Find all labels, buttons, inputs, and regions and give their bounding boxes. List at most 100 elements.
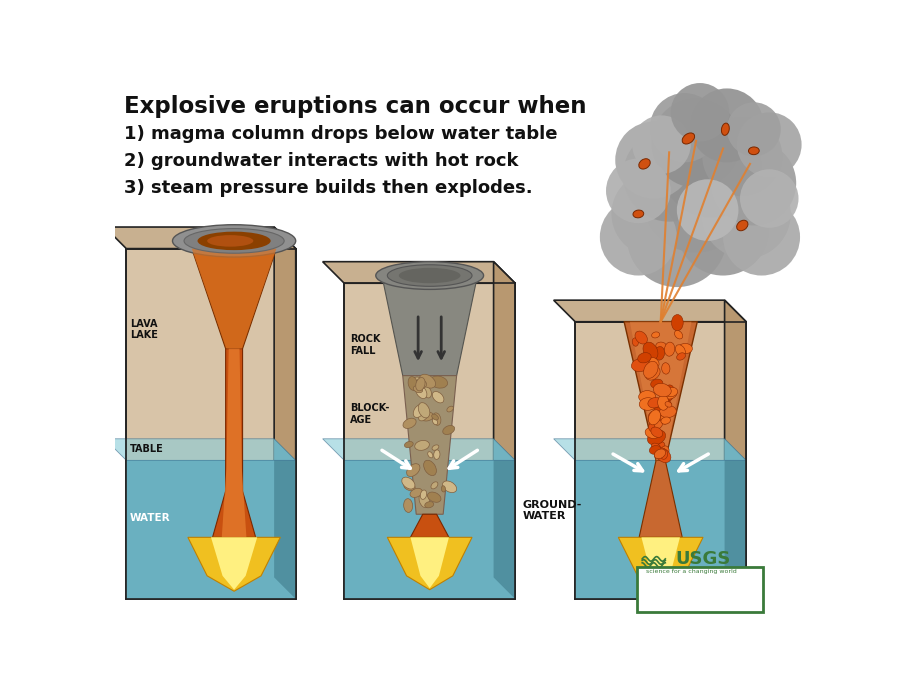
Text: science for a changing world: science for a changing world <box>646 569 737 574</box>
Ellipse shape <box>419 493 429 508</box>
Ellipse shape <box>387 265 472 286</box>
Circle shape <box>662 118 761 218</box>
Polygon shape <box>724 439 746 599</box>
Ellipse shape <box>653 415 661 421</box>
Ellipse shape <box>652 332 660 338</box>
Ellipse shape <box>633 210 643 218</box>
Ellipse shape <box>639 398 657 410</box>
Ellipse shape <box>433 413 441 426</box>
Ellipse shape <box>416 385 427 399</box>
Circle shape <box>611 172 696 256</box>
Ellipse shape <box>376 262 483 289</box>
Ellipse shape <box>662 385 675 401</box>
Text: Explosive eruptions can occur when: Explosive eruptions can occur when <box>124 95 587 118</box>
Circle shape <box>690 89 764 163</box>
Ellipse shape <box>407 464 420 477</box>
Polygon shape <box>624 322 698 460</box>
Ellipse shape <box>653 407 668 423</box>
Text: TABLE: TABLE <box>130 444 164 454</box>
Circle shape <box>643 145 750 253</box>
Ellipse shape <box>424 464 434 471</box>
Polygon shape <box>126 460 296 599</box>
Ellipse shape <box>441 486 446 492</box>
Text: GROUND-
WATER: GROUND- WATER <box>523 500 582 521</box>
Ellipse shape <box>644 361 658 379</box>
Ellipse shape <box>628 545 693 568</box>
Ellipse shape <box>173 225 296 257</box>
Ellipse shape <box>645 367 660 380</box>
Ellipse shape <box>434 450 440 459</box>
Ellipse shape <box>633 338 638 346</box>
Ellipse shape <box>661 450 668 459</box>
Ellipse shape <box>654 449 662 457</box>
Ellipse shape <box>431 493 436 500</box>
Polygon shape <box>104 227 296 248</box>
Ellipse shape <box>645 428 660 439</box>
Ellipse shape <box>420 412 434 421</box>
Ellipse shape <box>658 442 665 450</box>
Ellipse shape <box>431 482 438 489</box>
Circle shape <box>702 116 782 197</box>
Ellipse shape <box>677 353 686 360</box>
Ellipse shape <box>650 446 662 454</box>
Ellipse shape <box>418 403 430 418</box>
FancyBboxPatch shape <box>637 567 763 612</box>
Polygon shape <box>104 439 296 460</box>
Polygon shape <box>126 248 296 599</box>
Polygon shape <box>410 538 449 588</box>
Ellipse shape <box>413 404 425 417</box>
Ellipse shape <box>428 452 433 458</box>
Ellipse shape <box>664 342 675 356</box>
Polygon shape <box>554 300 746 322</box>
Ellipse shape <box>722 123 729 136</box>
Circle shape <box>606 158 670 224</box>
Ellipse shape <box>647 430 666 445</box>
Circle shape <box>712 140 796 226</box>
Ellipse shape <box>665 401 672 407</box>
Ellipse shape <box>408 376 418 390</box>
Polygon shape <box>618 538 703 590</box>
Ellipse shape <box>675 345 685 356</box>
Polygon shape <box>274 227 296 599</box>
Polygon shape <box>554 439 746 460</box>
Ellipse shape <box>399 268 461 283</box>
Ellipse shape <box>651 379 663 388</box>
Ellipse shape <box>632 358 649 372</box>
Text: 1) magma column drops below water table: 1) magma column drops below water table <box>124 125 557 143</box>
Polygon shape <box>493 262 515 599</box>
Text: 2) groundwater interacts with hot rock: 2) groundwater interacts with hot rock <box>124 152 518 170</box>
Ellipse shape <box>648 410 661 425</box>
Ellipse shape <box>415 440 429 450</box>
Circle shape <box>701 170 791 259</box>
Ellipse shape <box>410 377 420 386</box>
Ellipse shape <box>653 383 671 397</box>
Polygon shape <box>642 538 680 588</box>
Ellipse shape <box>410 489 422 498</box>
Polygon shape <box>410 514 449 538</box>
Ellipse shape <box>432 392 444 403</box>
Polygon shape <box>221 349 247 538</box>
Circle shape <box>670 83 729 142</box>
Ellipse shape <box>663 399 671 408</box>
Circle shape <box>723 199 800 275</box>
Ellipse shape <box>661 417 670 424</box>
Ellipse shape <box>399 546 461 567</box>
Ellipse shape <box>428 492 441 502</box>
Polygon shape <box>724 300 746 599</box>
Ellipse shape <box>447 406 454 412</box>
Ellipse shape <box>443 481 456 493</box>
Text: USGS: USGS <box>675 550 731 568</box>
Ellipse shape <box>207 235 254 246</box>
Circle shape <box>737 112 802 177</box>
Ellipse shape <box>661 415 668 424</box>
Circle shape <box>623 129 716 221</box>
Polygon shape <box>344 283 515 599</box>
Ellipse shape <box>658 448 668 460</box>
Ellipse shape <box>429 376 447 388</box>
Ellipse shape <box>656 342 666 349</box>
Polygon shape <box>383 283 476 376</box>
Ellipse shape <box>649 423 655 432</box>
Ellipse shape <box>432 414 438 420</box>
Ellipse shape <box>655 448 670 462</box>
Circle shape <box>650 93 719 163</box>
